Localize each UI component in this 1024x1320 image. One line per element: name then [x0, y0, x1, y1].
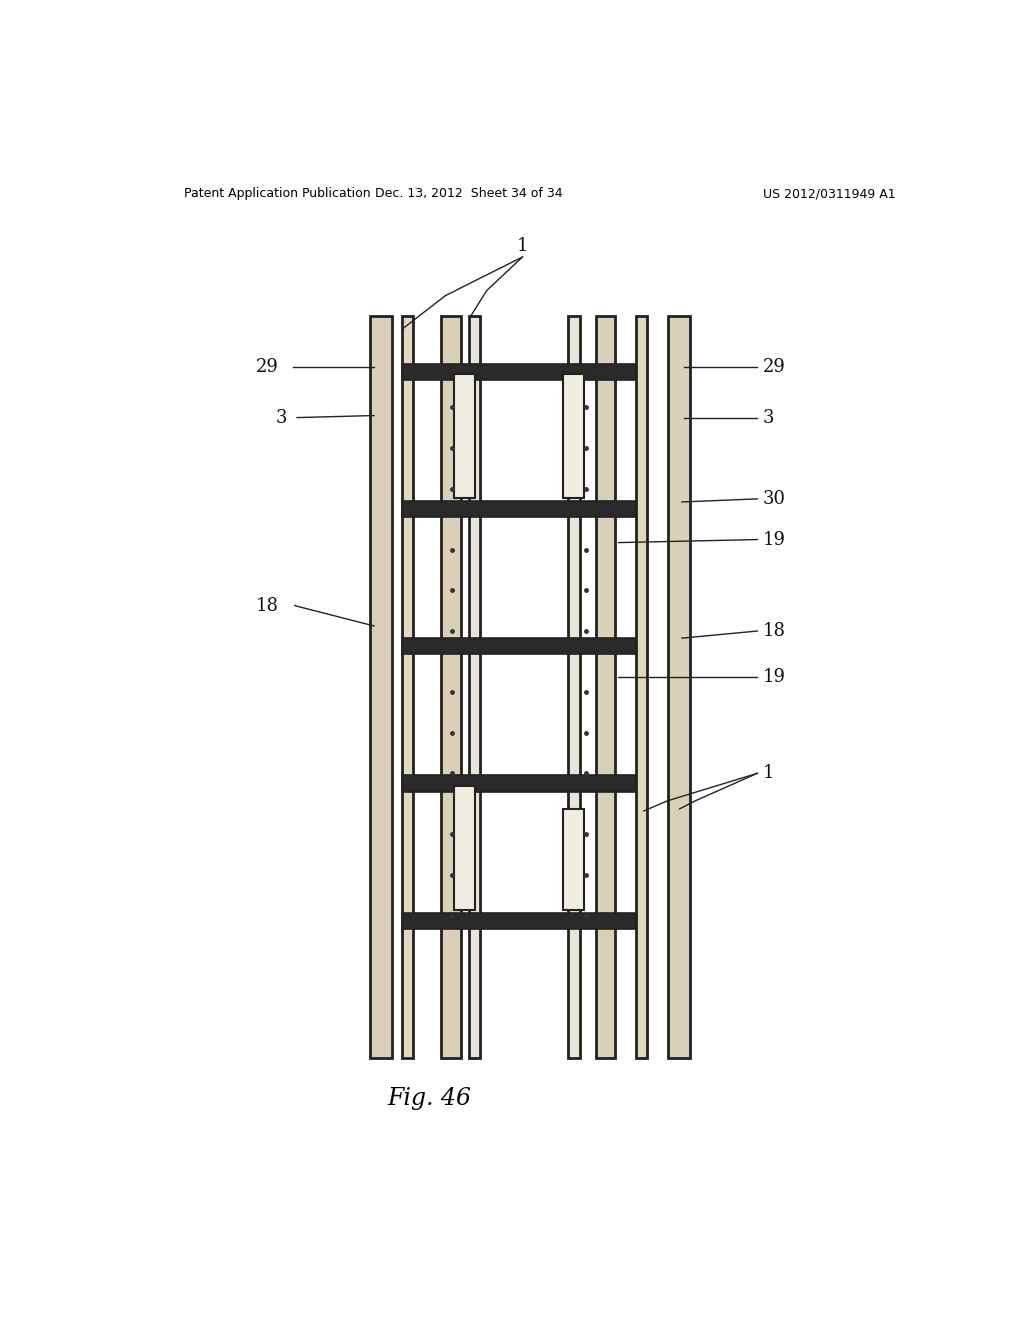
Text: 1: 1 — [517, 238, 528, 255]
Text: 18: 18 — [763, 622, 785, 640]
Bar — [636, 315, 647, 1057]
Bar — [401, 638, 636, 655]
Bar — [568, 315, 580, 1057]
Bar — [563, 374, 584, 498]
Bar — [401, 775, 636, 792]
Text: US 2012/0311949 A1: US 2012/0311949 A1 — [763, 187, 896, 201]
Text: Fig. 46: Fig. 46 — [387, 1088, 472, 1110]
Bar — [401, 364, 636, 380]
Bar — [401, 315, 413, 1057]
Bar — [596, 315, 615, 1057]
Text: Patent Application Publication: Patent Application Publication — [183, 187, 371, 201]
Text: 30: 30 — [763, 490, 785, 508]
Bar — [401, 912, 636, 929]
Text: 19: 19 — [763, 668, 785, 686]
Text: Dec. 13, 2012  Sheet 34 of 34: Dec. 13, 2012 Sheet 34 of 34 — [376, 187, 563, 201]
Bar — [668, 315, 690, 1057]
Bar — [469, 315, 480, 1057]
Bar — [563, 809, 584, 909]
Text: 29: 29 — [256, 358, 279, 376]
Text: 18: 18 — [256, 597, 279, 615]
Text: 1: 1 — [763, 764, 774, 783]
Bar — [441, 315, 461, 1057]
Bar — [370, 315, 392, 1057]
Bar — [455, 374, 475, 498]
Text: 19: 19 — [763, 531, 785, 549]
Bar — [401, 500, 636, 517]
Text: 29: 29 — [763, 358, 785, 376]
Bar — [455, 785, 475, 909]
Text: 3: 3 — [275, 409, 287, 426]
Text: 3: 3 — [763, 409, 774, 426]
